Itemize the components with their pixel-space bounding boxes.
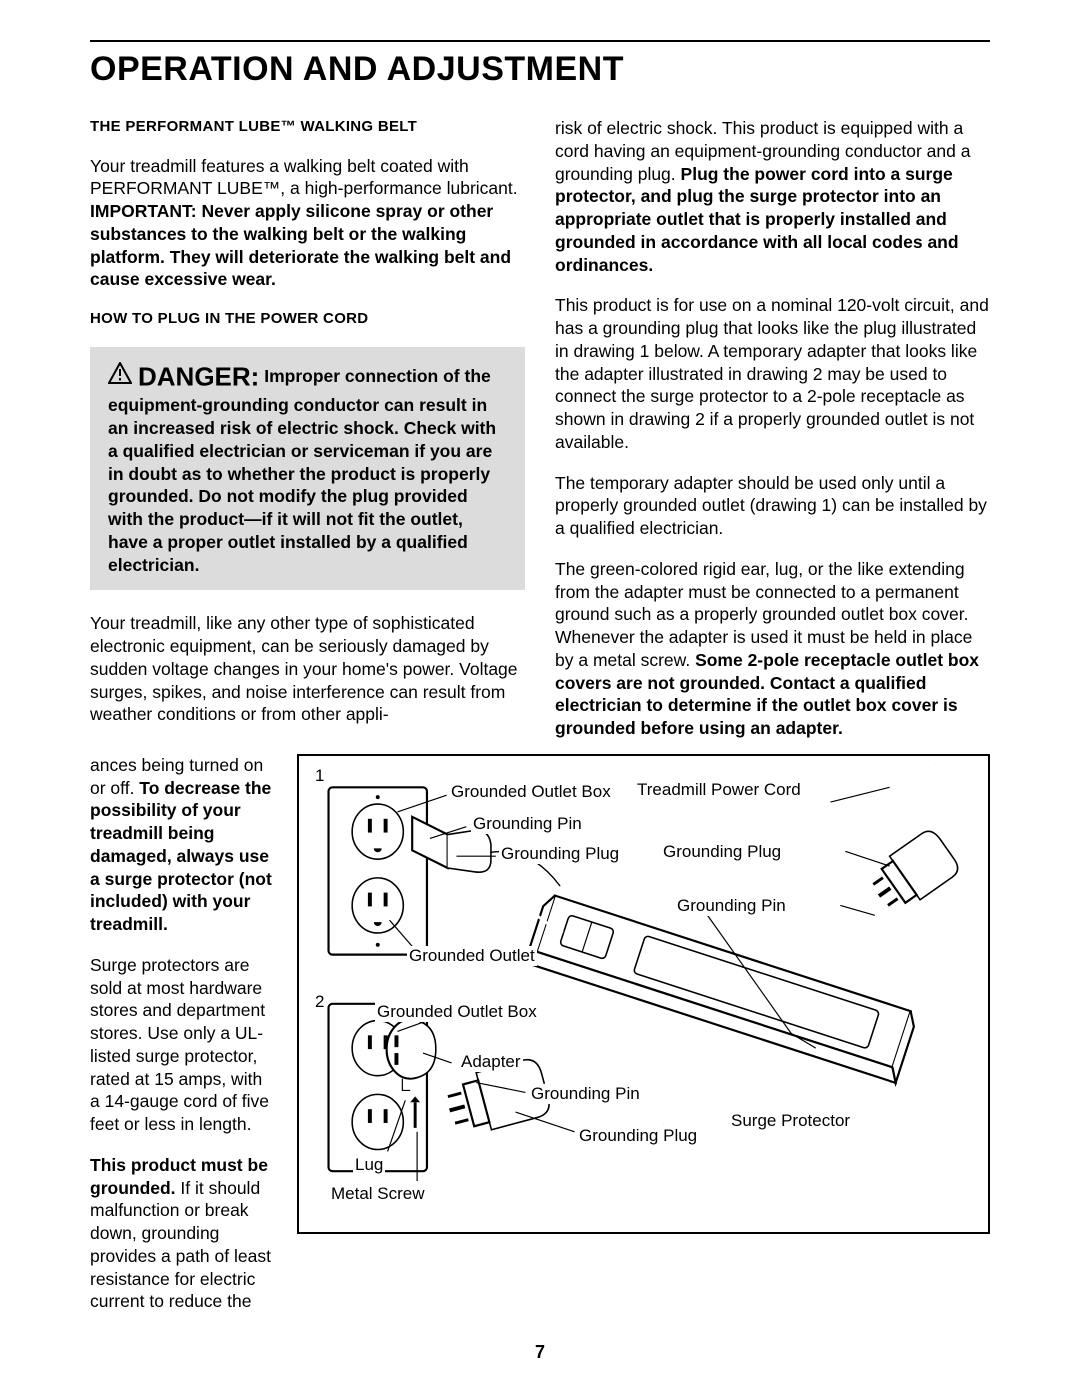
label-grounding-pin-2: Grounding Pin [529,1084,642,1104]
figure-box: 1 Grounded Outlet Box Grounding Pin Grou… [297,754,990,1234]
danger-rest: Improper connection of the equipment-gro… [108,366,496,575]
label-grounding-pin-1: Grounding Pin [471,814,584,834]
top-rule [90,40,990,42]
danger-line: DANGER: Improper connection of the equip… [108,366,496,575]
danger-word: DANGER: [138,362,259,392]
para-lube-b: IMPORTANT: Never apply silicone spray or… [90,201,511,289]
fig-num-1: 1 [313,766,326,786]
label-outlet-box-2: Grounded Outlet Box [375,1002,539,1022]
subhead-plug: HOW TO PLUG IN THE POWER CORD [90,309,525,329]
para-lube: Your treadmill features a walking belt c… [90,155,525,292]
narrow-p3: This product must be grounded. If it sho… [90,1154,275,1313]
label-grounding-plug-r: Grounding Plug [661,842,783,862]
subhead-lube: THE PERFORMANT LUBE™ WALKING BELT [90,117,525,137]
lower-wrap: ances being turned on or off. To decreas… [90,754,990,1313]
para-r3: The temporary adapter should be used onl… [555,472,990,540]
fig-num-2: 2 [313,992,326,1012]
label-outlet-box-1: Grounded Outlet Box [449,782,613,802]
danger-box: DANGER: Improper connection of the equip… [90,347,525,591]
label-treadmill-cord: Treadmill Power Cord [635,780,803,800]
label-grounding-plug-2: Grounding Plug [577,1126,699,1146]
label-surge-protector: Surge Protector [729,1111,852,1131]
page-title: OPERATION AND ADJUSTMENT [90,50,990,89]
figure-svg [299,756,988,1232]
label-metal-screw: Metal Screw [329,1184,427,1204]
para-surge-intro: Your treadmill, like any other type of s… [90,612,525,726]
label-grounding-plug-1: Grounding Plug [499,844,621,864]
left-column: THE PERFORMANT LUBE™ WALKING BELT Your t… [90,117,525,758]
page: OPERATION AND ADJUSTMENT THE PERFORMANT … [0,0,1080,1397]
para-lube-a: Your treadmill features a walking belt c… [90,156,518,199]
page-number: 7 [0,1342,1080,1363]
label-lug: Lug [353,1155,385,1175]
para-r4: The green-colored rigid ear, lug, or the… [555,558,990,740]
para-r2: This product is for use on a nominal 120… [555,294,990,453]
label-grounded-outlet: Grounded Outlet [407,946,537,966]
two-column-content: THE PERFORMANT LUBE™ WALKING BELT Your t… [90,117,990,758]
label-adapter: Adapter [459,1052,523,1072]
narrow-p1: ances being turned on or off. To decreas… [90,754,275,936]
para-r1: risk of electric shock. This product is … [555,117,990,276]
narrow-p1b: To decrease the possibility of your trea… [90,778,272,935]
warning-icon [108,362,132,390]
narrow-column: ances being turned on or off. To decreas… [90,754,275,1313]
right-column: risk of electric shock. This product is … [555,117,990,758]
narrow-p2: Surge protectors are sold at most hardwa… [90,954,275,1136]
label-grounding-pin-r: Grounding Pin [675,896,788,916]
